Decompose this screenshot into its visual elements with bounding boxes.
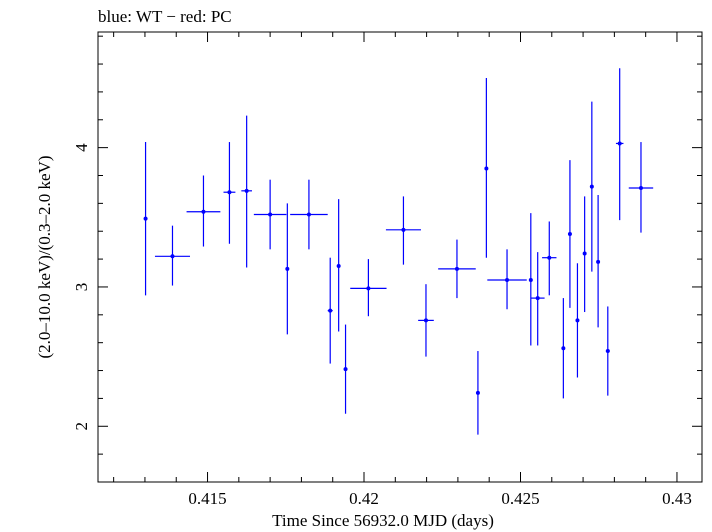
data-point-wt (253, 179, 287, 250)
point-marker (589, 184, 594, 189)
x-tick-label: 0.42 (349, 489, 379, 508)
point-marker (505, 277, 510, 282)
point-marker (528, 277, 533, 282)
point-marker (328, 308, 333, 313)
point-marker (617, 141, 622, 146)
y-tick-label: 3 (72, 283, 91, 292)
data-points (143, 68, 654, 435)
data-point-wt (223, 142, 236, 244)
data-point-wt (596, 195, 601, 328)
point-marker (535, 296, 540, 301)
point-marker (484, 166, 489, 171)
data-point-wt (528, 213, 533, 346)
data-point-wt (615, 68, 624, 221)
data-point-wt (154, 225, 191, 286)
data-point-wt (575, 263, 580, 378)
data-point-wt (530, 252, 545, 346)
data-point-wt (475, 351, 480, 435)
axis-tick-labels: 0.415 0.42 0.425 0.43 2 3 4 (72, 143, 692, 508)
chart-title: blue: WT − red: PC (98, 7, 232, 26)
point-marker (605, 349, 610, 354)
data-point-wt (336, 199, 341, 332)
x-axis-label: Time Since 56932.0 MJD (days) (272, 511, 494, 530)
data-point-wt (186, 175, 221, 247)
point-marker (454, 266, 459, 271)
x-tick-label: 0.415 (188, 489, 226, 508)
axis-ticks (98, 32, 702, 483)
data-point-wt (487, 249, 527, 310)
point-marker (596, 259, 601, 264)
data-point-wt (350, 259, 387, 317)
data-point-wt (589, 101, 594, 272)
data-point-wt (438, 239, 476, 299)
data-point-wt (542, 221, 557, 296)
point-marker (575, 318, 580, 323)
data-point-wt (327, 257, 333, 364)
point-marker (268, 212, 273, 217)
data-point-wt (582, 196, 587, 313)
data-point-wt (290, 179, 328, 250)
point-marker (306, 212, 311, 217)
data-point-wt (418, 284, 434, 357)
data-point-wt (628, 142, 654, 233)
point-marker (227, 190, 232, 195)
point-marker (567, 232, 572, 237)
point-marker (170, 254, 175, 259)
point-marker (366, 286, 371, 291)
point-marker (638, 186, 643, 191)
point-marker (475, 390, 480, 395)
data-point-wt (605, 306, 610, 396)
point-marker (285, 266, 290, 271)
point-marker (561, 346, 566, 351)
point-marker (244, 188, 249, 193)
y-axis-label: (2.0–10.0 keV)/(0.3–2.0 keV) (35, 155, 54, 358)
y-tick-label: 2 (72, 422, 91, 431)
data-point-wt (561, 298, 566, 399)
x-tick-label: 0.43 (662, 489, 692, 508)
point-marker (143, 216, 148, 221)
data-point-wt (567, 160, 572, 308)
data-point-wt (385, 196, 421, 265)
point-marker (547, 255, 552, 260)
point-marker (343, 367, 348, 372)
x-tick-label: 0.425 (501, 489, 539, 508)
point-marker (201, 209, 206, 214)
plot-frame (97, 31, 703, 483)
point-marker (401, 227, 406, 232)
data-point-wt (143, 142, 148, 296)
point-marker (423, 318, 428, 323)
point-marker (582, 251, 587, 256)
data-point-wt (241, 115, 252, 268)
point-marker (336, 264, 341, 269)
data-point-wt (285, 203, 290, 335)
data-point-wt (484, 77, 489, 258)
y-tick-label: 4 (72, 143, 91, 152)
data-point-wt (343, 324, 348, 414)
